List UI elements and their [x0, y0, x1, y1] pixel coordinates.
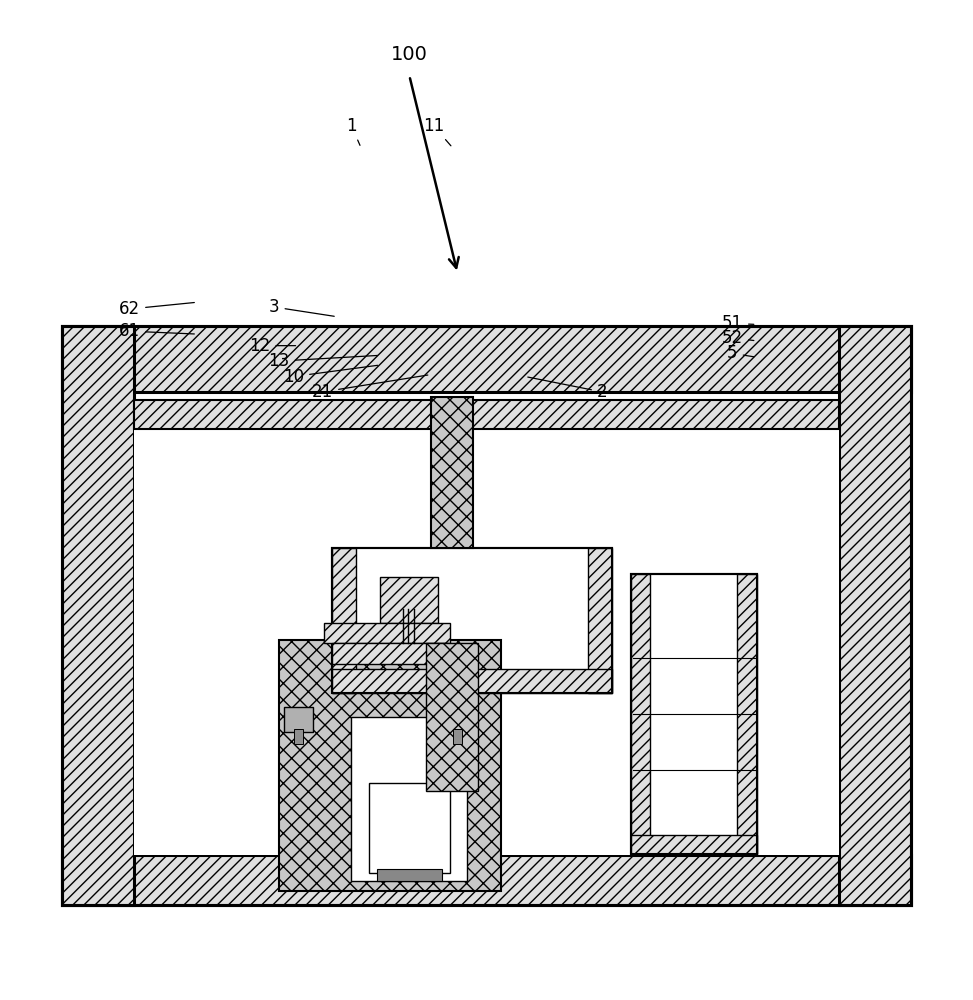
Text: 10: 10: [283, 365, 378, 386]
Text: 11: 11: [423, 117, 450, 146]
Text: 3: 3: [269, 298, 335, 316]
Bar: [443, 707, 472, 732]
Bar: [62, 855, 911, 905]
Bar: [631, 574, 757, 854]
Bar: [351, 717, 467, 881]
Bar: [631, 574, 651, 854]
Text: 61: 61: [119, 322, 195, 340]
Bar: [332, 548, 612, 693]
Bar: [426, 643, 478, 791]
Bar: [369, 783, 450, 873]
Bar: [631, 835, 757, 854]
Text: 21: 21: [312, 375, 428, 401]
Bar: [284, 707, 313, 732]
Bar: [738, 574, 757, 854]
Bar: [380, 577, 438, 623]
Bar: [839, 326, 911, 905]
Text: 1: 1: [346, 117, 360, 145]
Text: 62: 62: [119, 300, 195, 318]
Bar: [62, 326, 911, 905]
Bar: [332, 643, 448, 664]
Bar: [62, 326, 134, 905]
Text: 12: 12: [249, 337, 296, 355]
Bar: [588, 548, 612, 693]
Text: 13: 13: [269, 352, 378, 370]
Bar: [62, 326, 911, 392]
Bar: [332, 548, 612, 693]
Text: 2: 2: [527, 377, 607, 401]
Bar: [294, 729, 303, 744]
Bar: [134, 400, 839, 429]
Text: 51: 51: [722, 314, 754, 332]
Bar: [332, 548, 356, 693]
Bar: [134, 392, 839, 855]
Bar: [453, 729, 462, 744]
Bar: [430, 397, 473, 548]
Bar: [134, 429, 839, 855]
Bar: [324, 623, 450, 643]
Bar: [631, 574, 757, 854]
Bar: [377, 869, 442, 881]
Text: 100: 100: [391, 45, 428, 64]
Text: 52: 52: [722, 329, 754, 347]
Bar: [279, 640, 501, 891]
Text: 5: 5: [727, 344, 754, 362]
Bar: [332, 669, 612, 693]
